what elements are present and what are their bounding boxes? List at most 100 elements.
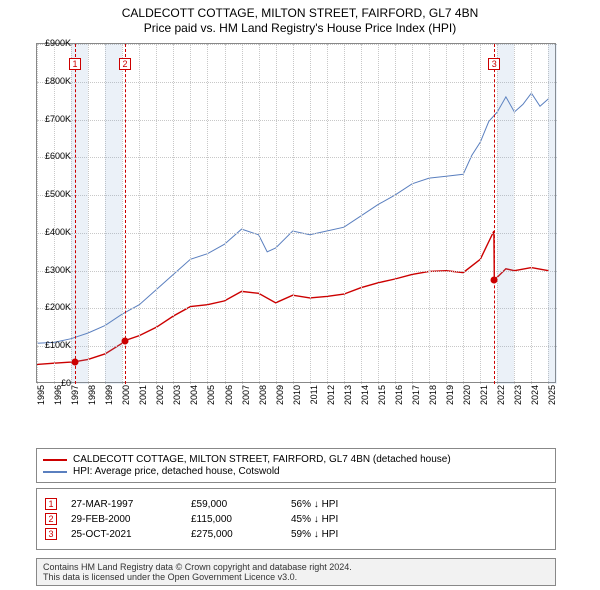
x-axis-label: 2025 <box>547 385 557 405</box>
x-axis-label: 2006 <box>224 385 234 405</box>
highlight-band <box>548 44 557 384</box>
x-axis-label: 1998 <box>87 385 97 405</box>
x-axis-label: 2000 <box>121 385 131 405</box>
gridline-v <box>54 44 55 384</box>
gridline-v <box>156 44 157 384</box>
y-axis-label: £900K <box>45 38 71 48</box>
event-delta: 56% ↓ HPI <box>291 499 391 510</box>
legend-label: HPI: Average price, detached house, Cots… <box>73 466 280 477</box>
x-axis-label: 2001 <box>138 385 148 405</box>
event-number: 1 <box>45 498 57 510</box>
gridline-v <box>463 44 464 384</box>
x-axis-label: 2013 <box>343 385 353 405</box>
event-row: 1 27-MAR-1997£59,00056% ↓ HPI <box>45 498 547 510</box>
gridline-v <box>395 44 396 384</box>
gridline-v <box>514 44 515 384</box>
event-price: £115,000 <box>191 514 291 525</box>
price-chart: 123 £0£100K£200K£300K£400K£500K£600K£700… <box>36 43 596 413</box>
gridline-v <box>276 44 277 384</box>
event-date: 27-MAR-1997 <box>71 499 191 510</box>
legend-label: CALDECOTT COTTAGE, MILTON STREET, FAIRFO… <box>73 454 451 465</box>
gridline-v <box>327 44 328 384</box>
event-row: 3 25-OCT-2021£275,00059% ↓ HPI <box>45 528 547 540</box>
x-axis-label: 2023 <box>513 385 523 405</box>
gridline-v <box>378 44 379 384</box>
x-axis-label: 1997 <box>70 385 80 405</box>
x-axis-label: 2009 <box>275 385 285 405</box>
gridline-v <box>344 44 345 384</box>
gridline-v <box>88 44 89 384</box>
legend-item: CALDECOTT COTTAGE, MILTON STREET, FAIRFO… <box>43 454 549 465</box>
y-axis-label: £100K <box>45 340 71 350</box>
sale-point <box>121 337 128 344</box>
event-number: 3 <box>45 528 57 540</box>
event-price: £59,000 <box>191 499 291 510</box>
x-axis-label: 2017 <box>411 385 421 405</box>
event-delta: 59% ↓ HPI <box>291 529 391 540</box>
x-axis-label: 1999 <box>104 385 114 405</box>
y-axis-label: £300K <box>45 265 71 275</box>
event-marker-line <box>125 44 126 384</box>
gridline-v <box>480 44 481 384</box>
events-table: 1 27-MAR-1997£59,00056% ↓ HPI 2 29-FEB-2000… <box>36 488 556 550</box>
gridline-v <box>225 44 226 384</box>
y-axis-label: £800K <box>45 76 71 86</box>
legend-swatch <box>43 459 67 461</box>
sale-point <box>72 358 79 365</box>
x-axis-label: 1995 <box>36 385 46 405</box>
footer-line: Contains HM Land Registry data © Crown c… <box>43 562 549 572</box>
event-marker-box: 1 <box>69 58 81 70</box>
x-axis-label: 2021 <box>479 385 489 405</box>
highlight-band <box>71 44 88 384</box>
event-marker-line <box>75 44 76 384</box>
x-axis-label: 2011 <box>309 385 319 404</box>
event-delta: 45% ↓ HPI <box>291 514 391 525</box>
gridline-v <box>531 44 532 384</box>
x-axis-label: 2016 <box>394 385 404 405</box>
x-axis-label: 2019 <box>445 385 455 405</box>
footer-line: This data is licensed under the Open Gov… <box>43 572 549 582</box>
x-axis-label: 2020 <box>462 385 472 405</box>
gridline-v <box>207 44 208 384</box>
event-price: £275,000 <box>191 529 291 540</box>
y-axis-label: £700K <box>45 114 71 124</box>
gridline-v <box>190 44 191 384</box>
gridline-v <box>37 44 38 384</box>
gridline-v <box>412 44 413 384</box>
gridline-v <box>122 44 123 384</box>
legend: CALDECOTT COTTAGE, MILTON STREET, FAIRFO… <box>36 448 556 483</box>
x-axis-label: 2014 <box>360 385 370 405</box>
sale-point <box>491 277 498 284</box>
x-axis-label: 2005 <box>206 385 216 405</box>
highlight-band <box>497 44 514 384</box>
gridline-v <box>293 44 294 384</box>
event-number: 2 <box>45 513 57 525</box>
event-row: 2 29-FEB-2000£115,00045% ↓ HPI <box>45 513 547 525</box>
x-axis-label: 2024 <box>530 385 540 405</box>
x-axis-label: 2002 <box>155 385 165 405</box>
x-axis-label: 2007 <box>241 385 251 405</box>
attribution-footer: Contains HM Land Registry data © Crown c… <box>36 558 556 586</box>
y-axis-label: £200K <box>45 302 71 312</box>
plot-area: 123 <box>36 43 556 383</box>
event-date: 25-OCT-2021 <box>71 529 191 540</box>
highlight-band <box>105 44 122 384</box>
page-title: CALDECOTT COTTAGE, MILTON STREET, FAIRFO… <box>0 6 600 20</box>
x-axis-label: 2010 <box>292 385 302 405</box>
x-axis-label: 2004 <box>189 385 199 405</box>
y-axis-label: £400K <box>45 227 71 237</box>
event-date: 29-FEB-2000 <box>71 514 191 525</box>
event-marker-box: 3 <box>488 58 500 70</box>
x-axis-label: 1996 <box>53 385 63 405</box>
x-axis-label: 2012 <box>326 385 336 405</box>
x-axis-label: 2003 <box>172 385 182 405</box>
gridline-v <box>139 44 140 384</box>
gridline-v <box>310 44 311 384</box>
gridline-v <box>429 44 430 384</box>
x-axis-label: 2008 <box>258 385 268 405</box>
x-axis-label: 2015 <box>377 385 387 405</box>
legend-swatch <box>43 471 67 473</box>
event-marker-line <box>494 44 495 384</box>
y-axis-label: £600K <box>45 151 71 161</box>
gridline-v <box>259 44 260 384</box>
